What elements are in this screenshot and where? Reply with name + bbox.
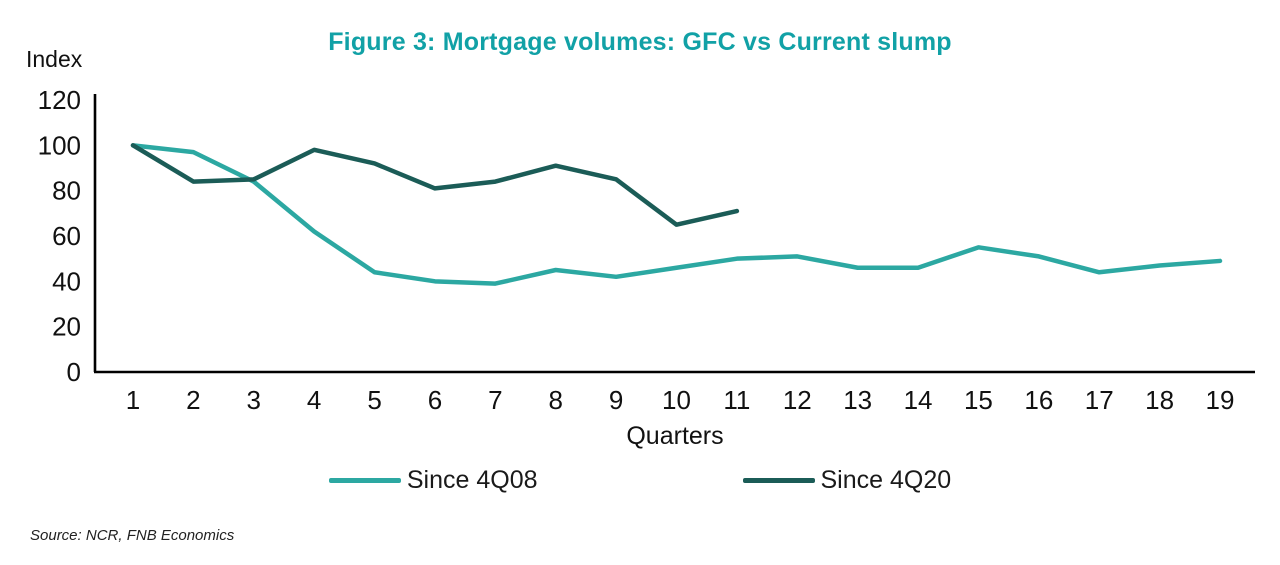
x-tick-label: 5 [367,385,381,415]
x-axis-label: Quarters [626,422,724,450]
y-tick-label: 120 [38,85,81,115]
x-tick-label: 7 [488,385,502,415]
x-tick-label: 9 [609,385,623,415]
series-line-since-4q08 [130,143,1223,286]
x-tick-label: 8 [548,385,562,415]
y-tick-label: 60 [52,221,81,251]
x-tick-label: 17 [1085,385,1114,415]
legend-swatch-since-4q20 [742,478,815,483]
y-tick-label: 0 [67,357,81,387]
legend-label-since-4q20: Since 4Q20 [820,466,952,494]
y-tick-label: 100 [38,130,81,160]
x-tick-label: 11 [723,385,750,415]
legend-label-since-4q08: Since 4Q08 [406,466,538,494]
legend-item-since-4q20: Since 4Q20 [742,466,952,495]
legend-item-since-4q08: Since 4Q08 [328,466,538,495]
x-tick-label: 16 [1024,385,1053,415]
x-tick-label: 1 [126,385,140,415]
source-note: Source: NCR, FNB Economics [30,527,235,544]
x-tick-label: 15 [964,385,993,415]
chart-title: Figure 3: Mortgage volumes: GFC vs Curre… [328,28,952,56]
chart-legend: Since 4Q08 Since 4Q20 [0,466,1280,495]
x-tick-label: 6 [428,385,442,415]
x-tick-label: 2 [186,385,200,415]
y-tick-label: 20 [52,312,81,342]
series-line-since-4q20 [130,143,740,227]
x-tick-label: 18 [1145,385,1174,415]
y-tick-label: 40 [52,266,81,296]
x-tick-label: 12 [783,385,812,415]
y-axis-label: Index [26,46,83,72]
y-tick-label: 80 [52,176,81,206]
x-tick-label: 4 [307,385,321,415]
x-tick-label: 19 [1206,385,1235,415]
x-tick-label: 14 [904,385,933,415]
x-tick-label: 10 [662,385,691,415]
x-tick-label: 3 [247,385,261,415]
x-tick-label: 13 [843,385,872,415]
legend-swatch-since-4q08 [328,478,401,483]
